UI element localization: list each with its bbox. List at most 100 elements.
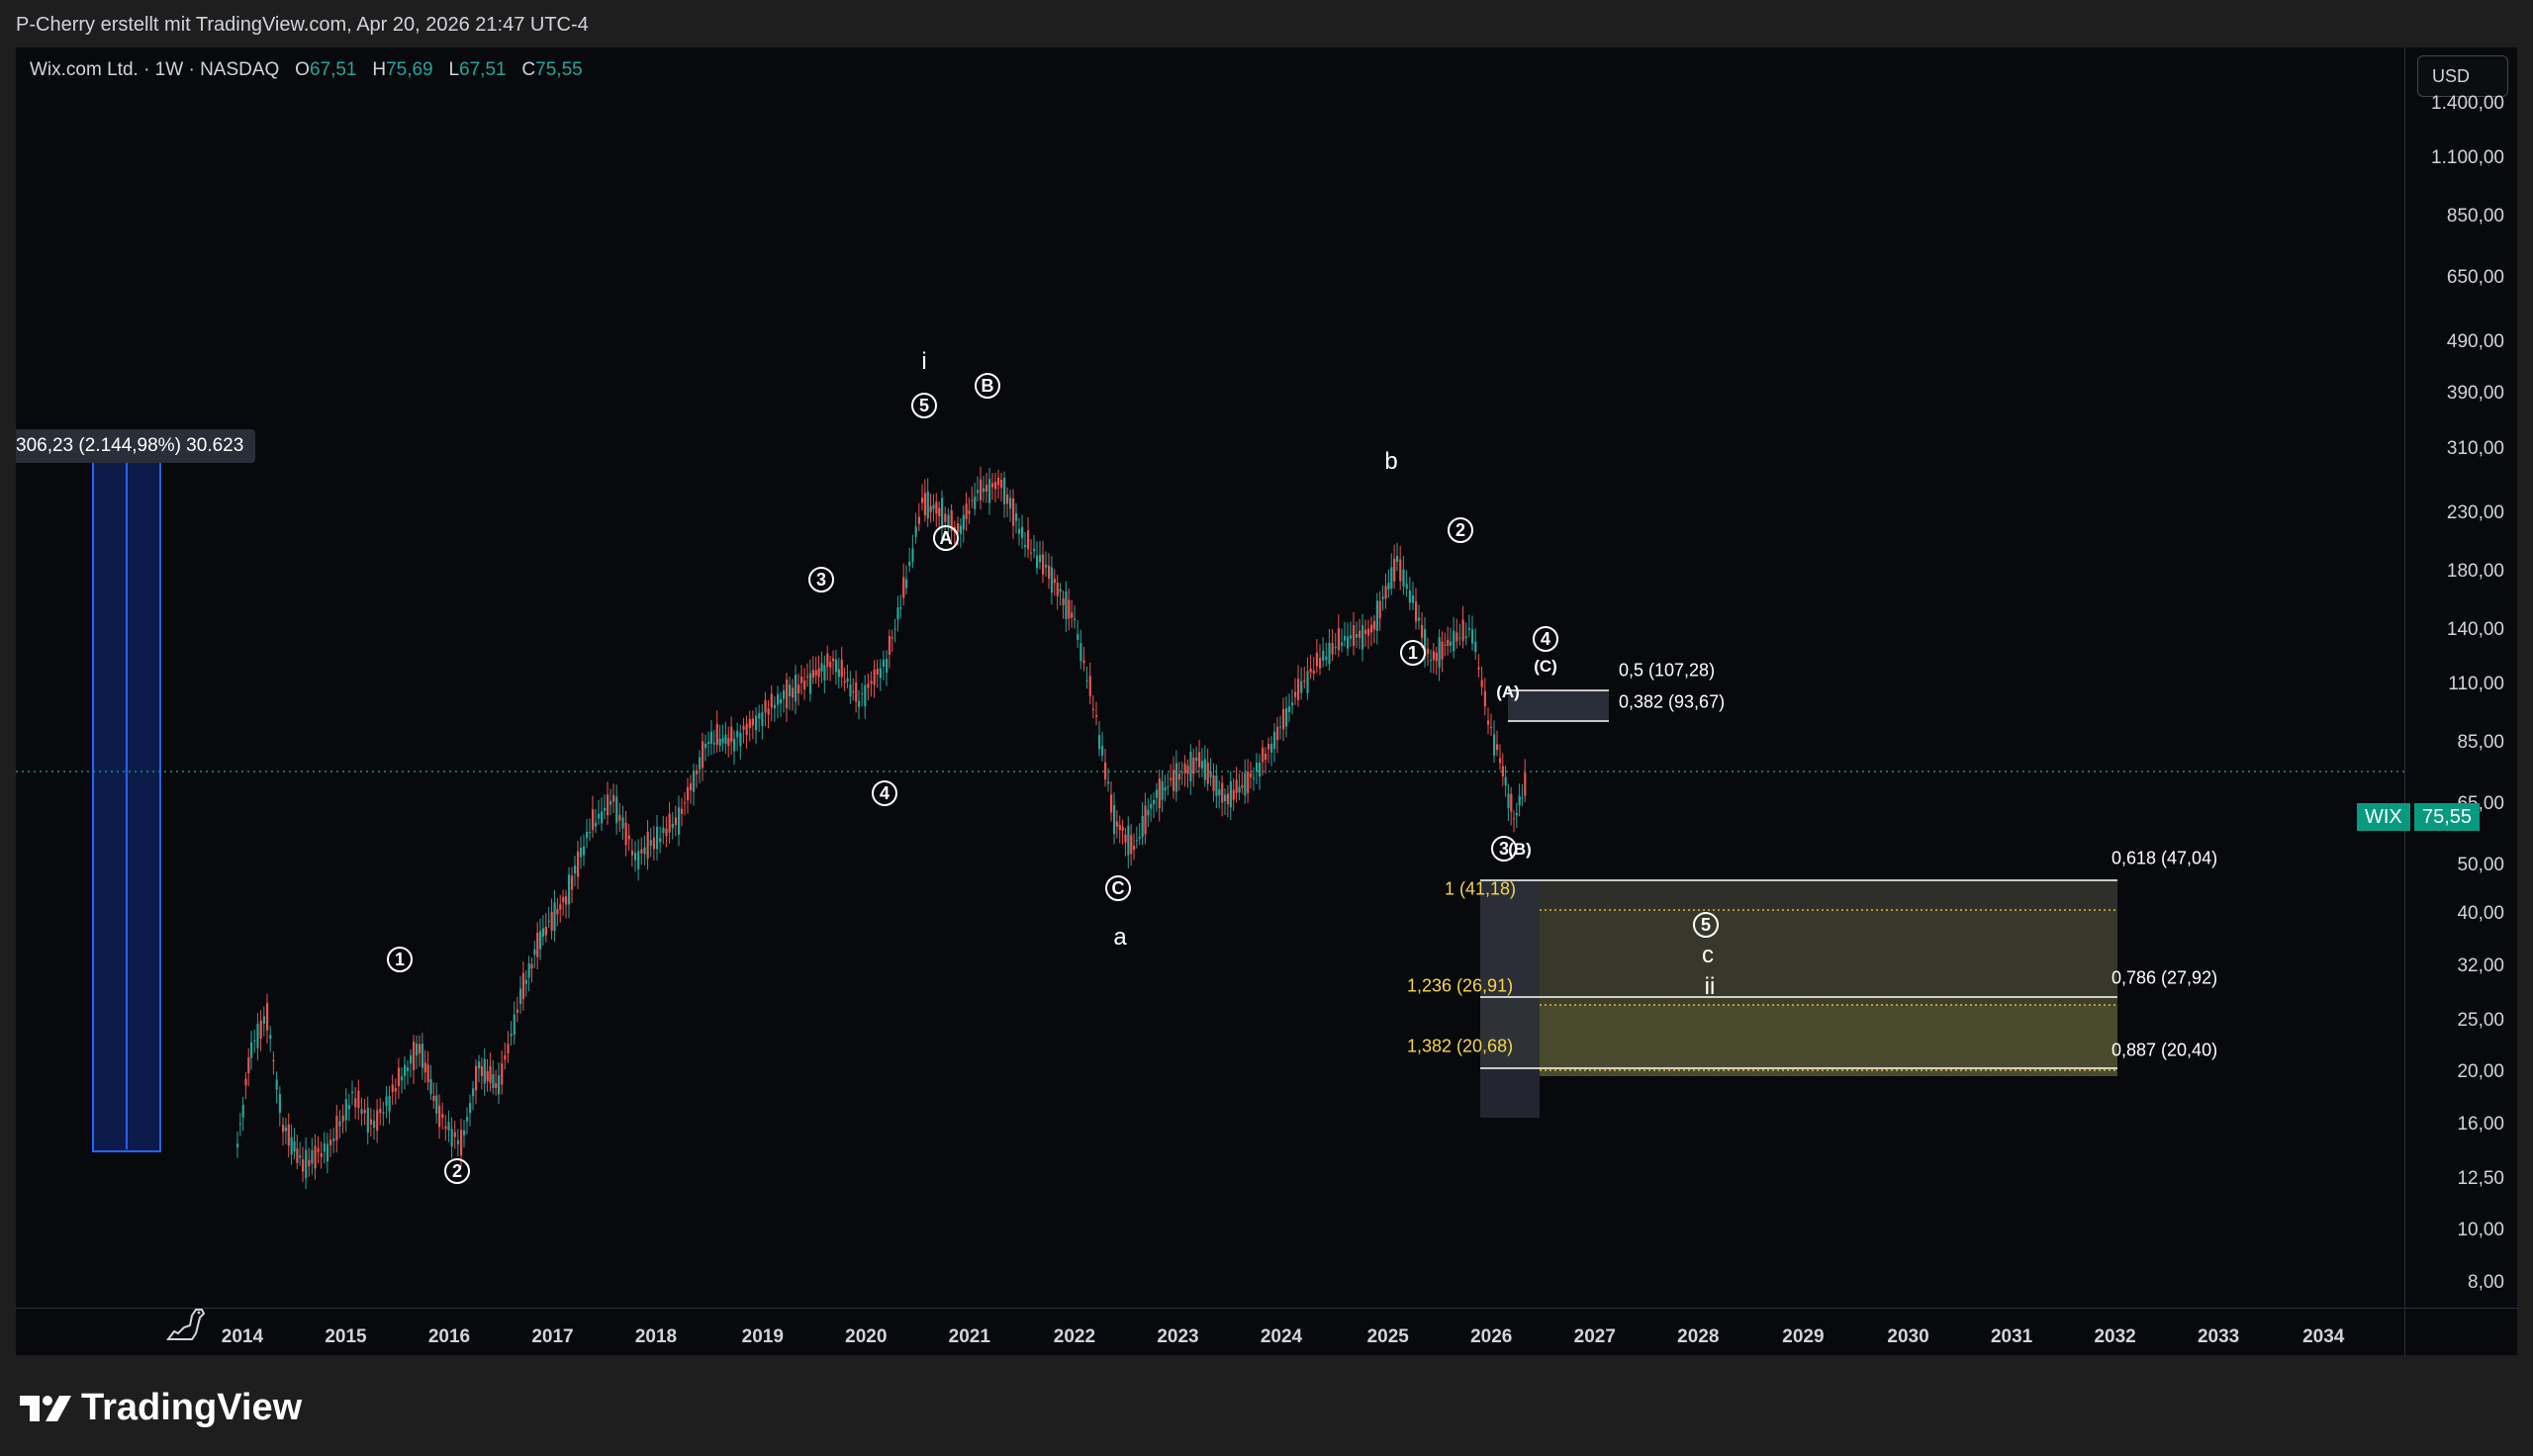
- candle-body: [338, 1121, 341, 1127]
- candle-body: [959, 525, 963, 534]
- open-label: O: [295, 59, 310, 80]
- candle-body: [489, 1065, 492, 1083]
- dino-icon[interactable]: [164, 1302, 208, 1345]
- tradingview-logo[interactable]: TradingView: [18, 1387, 302, 1429]
- candle-body: [519, 988, 522, 1004]
- candle-body: [991, 483, 994, 488]
- candle-body: [852, 690, 855, 692]
- candle-body: [837, 669, 840, 678]
- close-label: C: [521, 59, 536, 80]
- candle-body: [980, 479, 983, 500]
- wave-label-i: i: [921, 348, 927, 375]
- price-axis-label: 85,00: [2457, 732, 2504, 754]
- candle-body: [1012, 499, 1015, 526]
- candle-body: [867, 683, 870, 688]
- chart-pane[interactable]: 306,23 (2.144,98%) 30.623 Wix.com Ltd. ·…: [16, 47, 2404, 1340]
- candle-body: [483, 1058, 486, 1084]
- candle-body: [426, 1064, 429, 1082]
- candle-body: [1015, 513, 1018, 521]
- candle-body: [1206, 762, 1209, 784]
- candle-body: [712, 743, 715, 745]
- candle-body: [335, 1116, 338, 1140]
- candle-body: [1396, 555, 1399, 563]
- candle-body: [394, 1088, 397, 1092]
- time-axis[interactable]: 2014 2015 2016 2017 2018 2019 2020 2021 2022 2023…: [16, 1308, 2404, 1356]
- candle-body: [1490, 727, 1493, 729]
- candle-body: [1221, 782, 1224, 803]
- candle-body: [1110, 794, 1113, 813]
- price-axis[interactable]: USD 1.400,00 1.100,00 850,00 650,00 490,00 39…: [2404, 47, 2518, 1308]
- candle-body: [282, 1124, 285, 1133]
- candle-body: [1200, 761, 1204, 769]
- candle-body: [438, 1105, 441, 1128]
- candle-body: [696, 770, 699, 774]
- time-axis-label: 2024: [1260, 1326, 1303, 1347]
- candle-body: [724, 734, 727, 745]
- candle-body: [994, 482, 997, 490]
- candle-body: [1337, 628, 1341, 651]
- time-axis-label: 2026: [1470, 1326, 1513, 1347]
- time-axis-label: 2033: [2197, 1326, 2240, 1347]
- candle-body: [1135, 840, 1139, 842]
- candle-body: [1021, 526, 1024, 538]
- candle-body: [1164, 786, 1167, 791]
- candle-body: [1297, 679, 1300, 700]
- candle-body: [1229, 780, 1232, 808]
- candle-body: [656, 826, 659, 850]
- candle-body: [275, 1079, 278, 1090]
- candle-body: [547, 920, 550, 922]
- candle-body: [1435, 653, 1438, 662]
- candle-body: [652, 837, 656, 850]
- price-chart-svg[interactable]: [16, 47, 2404, 1308]
- candle-body: [236, 1143, 239, 1147]
- candle-body: [495, 1083, 498, 1088]
- candle-body: [780, 699, 783, 704]
- candle-body: [1524, 773, 1527, 796]
- candle-body: [256, 1023, 259, 1048]
- candle-body: [1384, 586, 1387, 599]
- candle-body: [1224, 794, 1227, 801]
- price-axis-label: 10,00: [2457, 1220, 2504, 1241]
- candle-body: [1053, 579, 1056, 584]
- candle-body: [1341, 642, 1344, 646]
- candle-body: [1027, 530, 1030, 550]
- candle-body: [1424, 628, 1427, 657]
- candle-body: [1113, 805, 1116, 835]
- candle-body: [893, 628, 896, 630]
- candle-body: [1480, 680, 1483, 687]
- candle-body: [832, 658, 835, 662]
- candle-body: [808, 673, 812, 694]
- price-axis-label: 140,00: [2446, 618, 2504, 640]
- candle-body: [618, 814, 621, 821]
- candle-body: [864, 684, 867, 707]
- candle-body: [1393, 558, 1396, 582]
- candle-body: [687, 786, 690, 801]
- candle-body: [357, 1090, 360, 1109]
- currency-button[interactable]: USD: [2417, 55, 2508, 97]
- candle-body: [870, 681, 873, 684]
- candle-body: [1189, 751, 1192, 781]
- candle-body: [947, 514, 950, 527]
- chart-frame[interactable]: 306,23 (2.144,98%) 30.623 Wix.com Ltd. ·…: [16, 47, 2518, 1356]
- candle-body: [849, 683, 852, 697]
- candle-body: [1118, 824, 1121, 831]
- candle-body: [704, 743, 707, 749]
- candle-body: [1238, 786, 1241, 793]
- candle-body: [317, 1147, 320, 1152]
- candle-body: [533, 949, 536, 956]
- candle-body: [739, 732, 742, 747]
- low-label: L: [448, 59, 460, 80]
- candle-body: [527, 962, 530, 978]
- time-axis-label: 2020: [845, 1326, 888, 1347]
- candle-body: [1091, 708, 1095, 710]
- candle-body: [761, 712, 764, 726]
- candle-body: [344, 1099, 347, 1121]
- candle-body: [1279, 726, 1282, 728]
- candle-body: [1180, 772, 1183, 774]
- candle-body: [1328, 642, 1331, 665]
- candle-body: [562, 897, 565, 902]
- candle-body: [595, 822, 598, 827]
- candle-body: [1487, 720, 1490, 725]
- candle-body: [1071, 612, 1074, 618]
- candle-body: [266, 1003, 269, 1031]
